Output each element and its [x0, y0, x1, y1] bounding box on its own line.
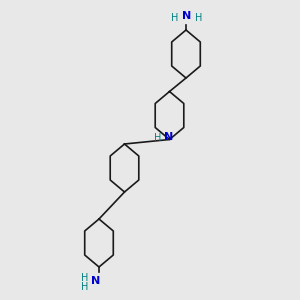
Text: H: H [154, 133, 161, 143]
Text: N: N [182, 11, 191, 21]
Text: N: N [164, 132, 173, 142]
Text: H: H [81, 273, 88, 284]
Text: H: H [171, 13, 178, 23]
Text: N: N [91, 276, 100, 286]
Text: H: H [81, 282, 88, 292]
Text: H: H [195, 13, 202, 23]
